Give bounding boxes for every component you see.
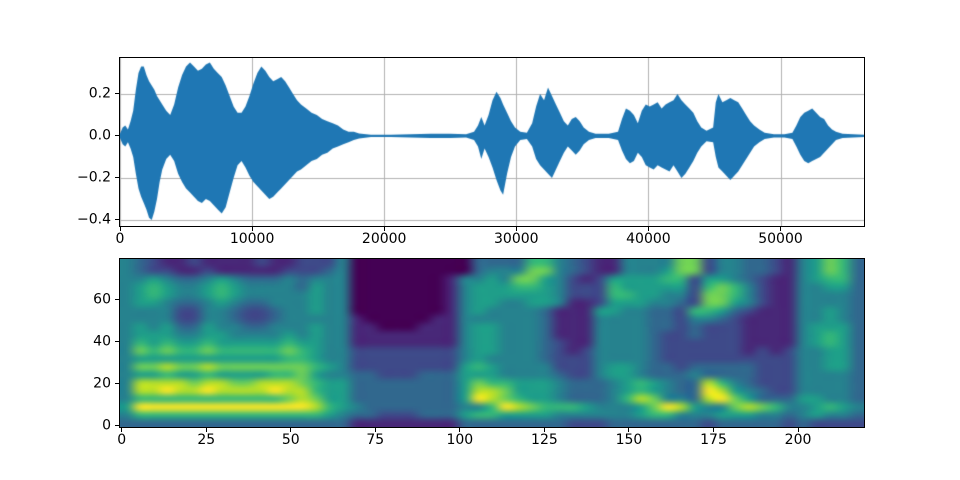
tick-mark <box>115 219 119 221</box>
tick-mark <box>374 428 376 432</box>
tick-mark <box>515 227 517 231</box>
tick-mark <box>251 227 253 231</box>
tick-mark <box>543 428 545 432</box>
spectrogram-x-tick-label: 200 <box>784 432 812 448</box>
waveform-y-tick-label: −0.2 <box>77 169 111 186</box>
waveform-x-tick-label: 20000 <box>361 231 407 247</box>
spectrogram-image <box>120 259 864 427</box>
tick-mark <box>115 425 119 427</box>
tick-mark <box>115 299 119 301</box>
waveform-x-tick-label: 50000 <box>758 231 803 247</box>
waveform-y-tick-label: −0.4 <box>77 211 111 228</box>
tick-mark <box>459 428 461 432</box>
spectrogram-x-tick-label: 0 <box>117 432 127 448</box>
spectrogram-x-tick-label: 25 <box>197 432 216 448</box>
tick-mark <box>797 428 799 432</box>
waveform-x-tick-label: 40000 <box>626 231 671 247</box>
spectrogram-y-tick-label: 60 <box>93 291 111 308</box>
spectrogram-y-tick-label: 40 <box>93 333 111 350</box>
spectrogram-x-tick-label: 50 <box>281 432 300 448</box>
waveform-y-tick-label: 0.2 <box>88 85 111 102</box>
spectrogram-x-tick-label: 175 <box>700 432 727 448</box>
tick-mark <box>290 428 292 432</box>
tick-mark <box>115 383 119 385</box>
tick-mark <box>115 93 119 95</box>
waveform-axes <box>119 57 865 227</box>
spectrogram-y-tick-label: 20 <box>93 375 111 392</box>
tick-mark <box>121 428 123 432</box>
tick-mark <box>119 227 121 231</box>
waveform-y-tick-label: 0.0 <box>88 127 111 144</box>
tick-mark <box>115 135 119 137</box>
spectrogram-x-tick-label: 125 <box>531 432 558 448</box>
tick-mark <box>713 428 714 432</box>
spectrogram-x-tick-label: 100 <box>446 432 474 448</box>
tick-mark <box>115 177 119 179</box>
waveform-plot-area <box>120 58 864 226</box>
waveform-x-tick-label: 0 <box>115 231 125 247</box>
tick-mark <box>383 227 385 231</box>
tick-mark <box>647 227 649 231</box>
spectrogram-axes <box>119 258 865 428</box>
tick-mark <box>205 428 207 432</box>
spectrogram-y-tick-label: 0 <box>102 417 111 434</box>
waveform-x-tick-label: 30000 <box>494 231 539 247</box>
spectrogram-x-tick-label: 150 <box>615 432 643 448</box>
tick-mark <box>628 428 630 432</box>
tick-mark <box>780 227 781 231</box>
tick-mark <box>115 341 119 343</box>
spectrogram-x-tick-label: 75 <box>366 432 385 448</box>
waveform-x-tick-label: 10000 <box>229 231 275 247</box>
